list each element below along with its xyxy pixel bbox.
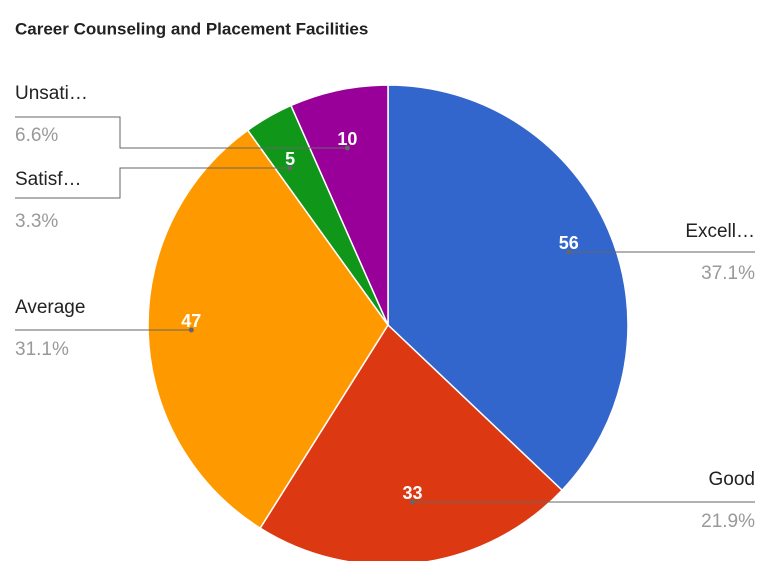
data-label: 5 <box>285 149 295 169</box>
pie-slice <box>387 84 629 492</box>
pie-slice <box>147 129 389 530</box>
data-label: 33 <box>402 483 422 503</box>
leader-dot <box>410 499 416 505</box>
leader-line <box>15 116 348 149</box>
leader-dot <box>287 165 293 171</box>
leader-line <box>15 167 291 199</box>
leader-dot <box>188 327 194 333</box>
slice-percent: 37.1% <box>701 263 755 284</box>
slice-percent: 31.1% <box>15 339 69 360</box>
slice-label: Unsati… <box>15 83 88 104</box>
data-label: 56 <box>559 233 579 253</box>
leader-dot <box>566 249 572 255</box>
data-label: 47 <box>181 311 201 331</box>
chart-title: Career Counseling and Placement Faciliti… <box>15 19 368 38</box>
slice-label: Excell… <box>685 221 755 242</box>
slice-percent: 3.3% <box>15 211 58 232</box>
slice-label: Average <box>15 297 85 318</box>
slice-percent: 6.6% <box>15 125 58 146</box>
data-label: 10 <box>337 129 357 149</box>
slice-label: Good <box>709 469 755 490</box>
pie-slice <box>290 84 389 326</box>
slice-label: Satisf… <box>15 169 82 190</box>
slice-percent: 21.9% <box>701 511 755 532</box>
leader-dot <box>344 145 350 151</box>
